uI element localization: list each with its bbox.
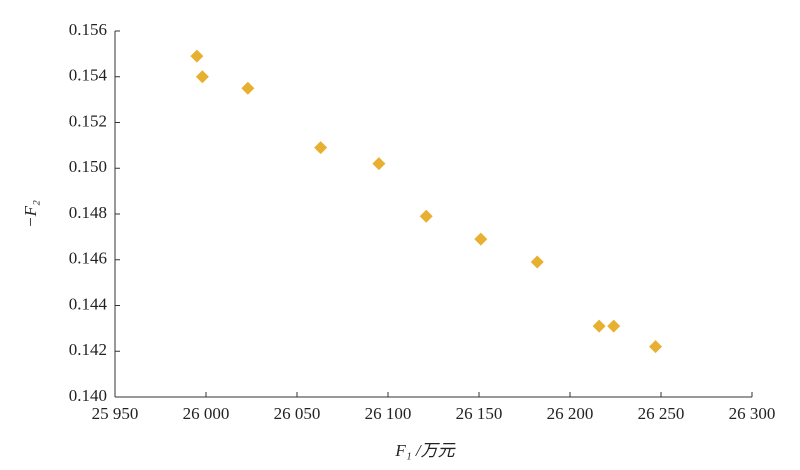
point [592, 319, 606, 333]
y-tick-label: 0.146 [69, 249, 107, 268]
point [649, 340, 663, 354]
x-tick-label: 26 050 [274, 404, 321, 423]
x-tick-label: 26 200 [547, 404, 594, 423]
y-tick-label: 0.142 [69, 340, 107, 359]
point [474, 232, 488, 246]
point [419, 209, 433, 223]
x-tick-label: 25 950 [92, 404, 139, 423]
x-tick-label: 26 150 [456, 404, 503, 423]
x-tick-label: 26 300 [729, 404, 776, 423]
point [241, 81, 255, 95]
point [607, 319, 621, 333]
y-tick-label: 0.152 [69, 111, 107, 130]
point [530, 255, 544, 269]
x-axis-label: F₁ /万元 [394, 441, 456, 460]
y-tick-label: 0.156 [69, 20, 107, 39]
x-tick-label: 26 250 [638, 404, 685, 423]
x-tick-label: 26 000 [183, 404, 230, 423]
point [372, 157, 386, 171]
y-tick-label: 0.144 [69, 294, 108, 313]
y-axis-label: −F₂ [21, 200, 40, 228]
y-tick-label: 0.154 [69, 66, 108, 85]
point [314, 141, 328, 155]
y-tick-label: 0.148 [69, 203, 107, 222]
y-tick-label: 0.150 [69, 157, 107, 176]
x-tick-label: 26 100 [365, 404, 412, 423]
point [190, 49, 204, 63]
point [195, 70, 209, 84]
y-tick-label: 0.140 [69, 386, 107, 405]
